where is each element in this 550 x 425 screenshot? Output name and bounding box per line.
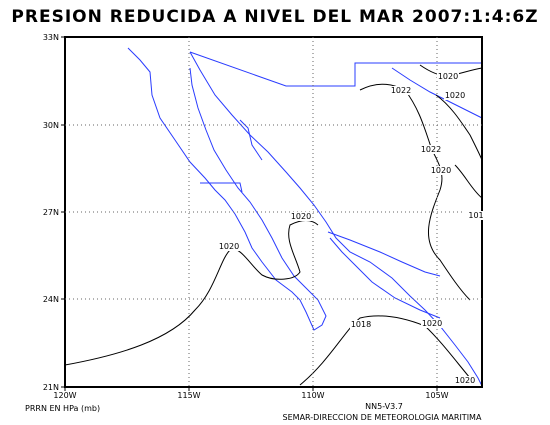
lon-label: 120W [53, 391, 76, 400]
contour-label: 101 [468, 211, 483, 220]
lat-label: 21N [43, 383, 59, 392]
contour-label-bg [290, 212, 312, 221]
contour-label: 1020 [219, 242, 239, 251]
lat-label: 30N [43, 121, 59, 130]
contour-label-bg [350, 320, 372, 329]
title: PRESION REDUCIDA A NIVEL DEL MAR 2007:1:… [11, 7, 538, 27]
contour-label: 1020 [422, 319, 442, 328]
contour-label: 1022 [421, 145, 441, 154]
contour-label: 1020 [291, 212, 311, 221]
contour-label: 1020 [455, 376, 475, 385]
contour-label: 1020 [445, 91, 465, 100]
contour-label: 1020 [438, 72, 458, 81]
coastlines [127, 47, 483, 387]
contour-label-bg [465, 211, 487, 220]
contours [64, 64, 483, 386]
lon-label: 110W [301, 391, 324, 400]
contour-label: 1018 [351, 320, 371, 329]
contour-label-bg [437, 72, 459, 81]
contour-label-bg [454, 376, 476, 385]
contour-label-bg [444, 91, 466, 100]
contour-label-bg [218, 242, 240, 251]
lat-label: 27N [43, 208, 59, 217]
contour-label: 1020 [431, 166, 451, 175]
lon-label: 105W [425, 391, 448, 400]
lon-label: 115W [177, 391, 200, 400]
units-label: PRRN EN HPa (mb) [25, 404, 100, 413]
credit-label: SEMAR-DIRECCION DE METEOROLOGIA MARITIMA [283, 413, 482, 422]
contour-label-bg [390, 86, 412, 95]
contour-label-bg [430, 166, 452, 175]
version-label: NN5-V3.7 [365, 402, 403, 411]
contour-label-bg [420, 145, 442, 154]
contour-label-bg [421, 319, 443, 328]
contour-label: 1022 [391, 86, 411, 95]
lat-label: 24N [43, 295, 59, 304]
lat-label: 33N [43, 33, 59, 42]
